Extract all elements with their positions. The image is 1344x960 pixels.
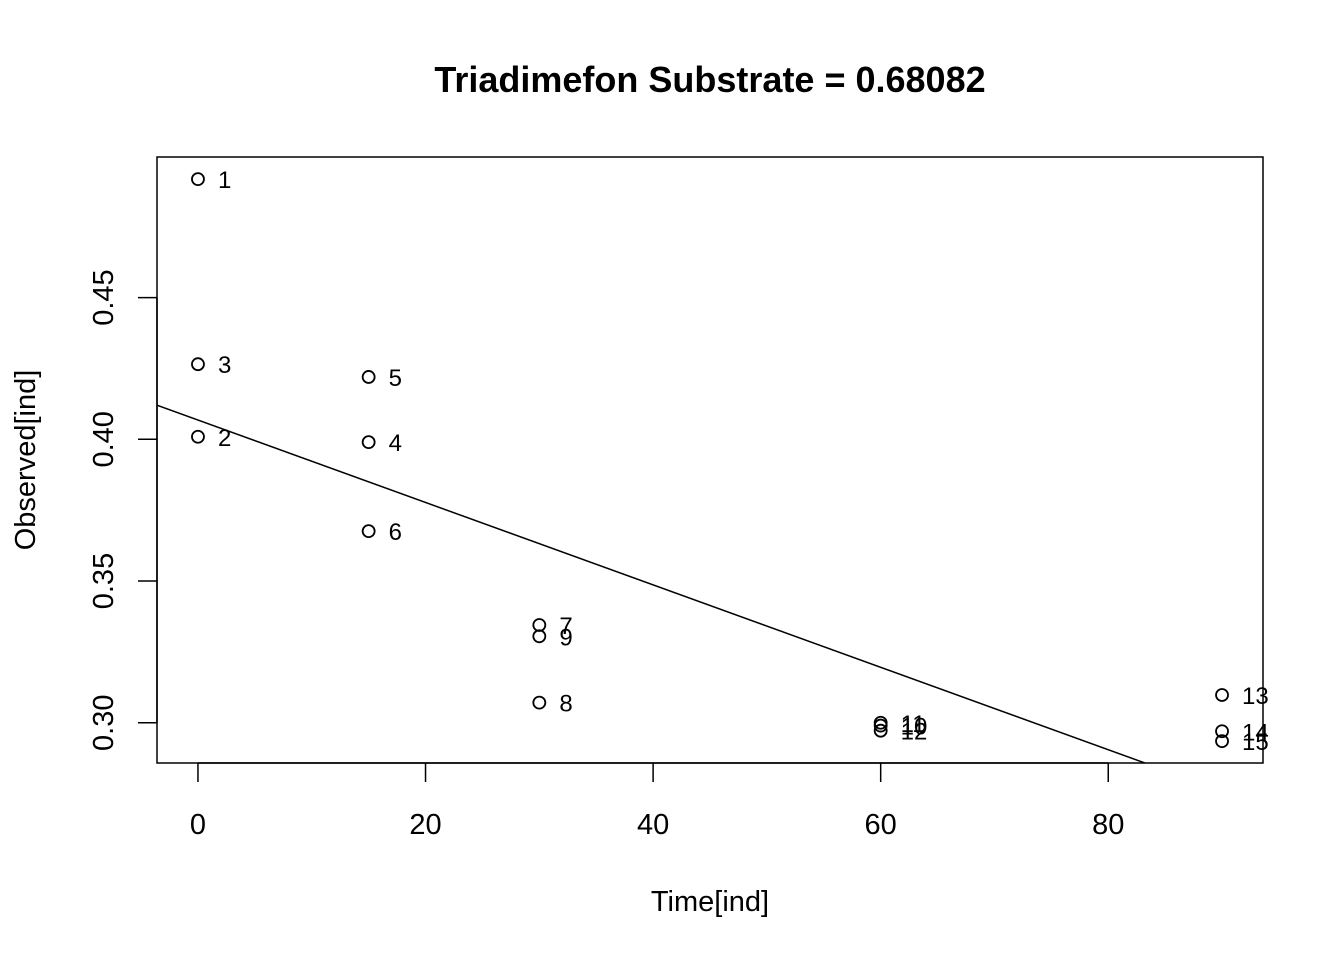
y-tick-label: 0.30 bbox=[88, 695, 120, 751]
x-tick-label: 80 bbox=[1092, 809, 1124, 841]
data-point bbox=[873, 723, 888, 738]
data-point bbox=[191, 172, 205, 187]
y-tick-label: 0.45 bbox=[88, 269, 120, 325]
x-axis: 0 20 40 60 80 bbox=[190, 762, 1124, 841]
x-tick-label: 0 bbox=[190, 809, 206, 841]
data-point bbox=[532, 695, 547, 710]
point-label: 3 bbox=[218, 352, 231, 379]
point-label: 13 bbox=[1242, 683, 1269, 710]
point-label: 12 bbox=[901, 719, 928, 746]
data-point bbox=[1215, 688, 1229, 702]
y-axis: 0.30 0.35 0.40 0.45 bbox=[88, 269, 158, 751]
data-point bbox=[1215, 724, 1229, 739]
point-label: 15 bbox=[1242, 729, 1269, 756]
plot-content bbox=[157, 172, 1229, 763]
data-point bbox=[532, 629, 547, 644]
data-point bbox=[361, 435, 376, 450]
point-label: 11 bbox=[901, 711, 926, 738]
data-point bbox=[1215, 734, 1229, 749]
x-tick-label: 20 bbox=[409, 809, 441, 841]
plot-area-frame bbox=[156, 156, 1264, 764]
fit-line bbox=[157, 404, 1148, 763]
data-point bbox=[873, 715, 888, 730]
point-label: 6 bbox=[389, 519, 402, 546]
y-tick-label: 0.40 bbox=[88, 411, 120, 467]
point-label: 9 bbox=[559, 624, 572, 651]
point-label: 4 bbox=[389, 430, 402, 457]
point-label: 1 bbox=[218, 167, 231, 194]
point-label: 2 bbox=[218, 425, 231, 452]
point-label: 8 bbox=[559, 691, 572, 718]
x-tick-label: 40 bbox=[637, 809, 669, 841]
data-point bbox=[361, 370, 376, 384]
data-point bbox=[191, 429, 205, 444]
y-axis-title: Observed[ind] bbox=[10, 370, 42, 551]
chart-title: Triadimefon Substrate = 0.68082 bbox=[434, 59, 985, 100]
point-label: 5 bbox=[389, 365, 402, 392]
data-point bbox=[191, 357, 205, 372]
x-axis-title: Time[ind] bbox=[651, 886, 769, 918]
point-label: 7 bbox=[559, 613, 572, 640]
y-tick-label: 0.35 bbox=[88, 553, 120, 609]
data-point bbox=[532, 618, 547, 632]
x-tick-label: 60 bbox=[865, 809, 897, 841]
point-label: 14 bbox=[1242, 719, 1269, 746]
data-point bbox=[361, 524, 376, 539]
point-label: 10 bbox=[901, 714, 928, 741]
